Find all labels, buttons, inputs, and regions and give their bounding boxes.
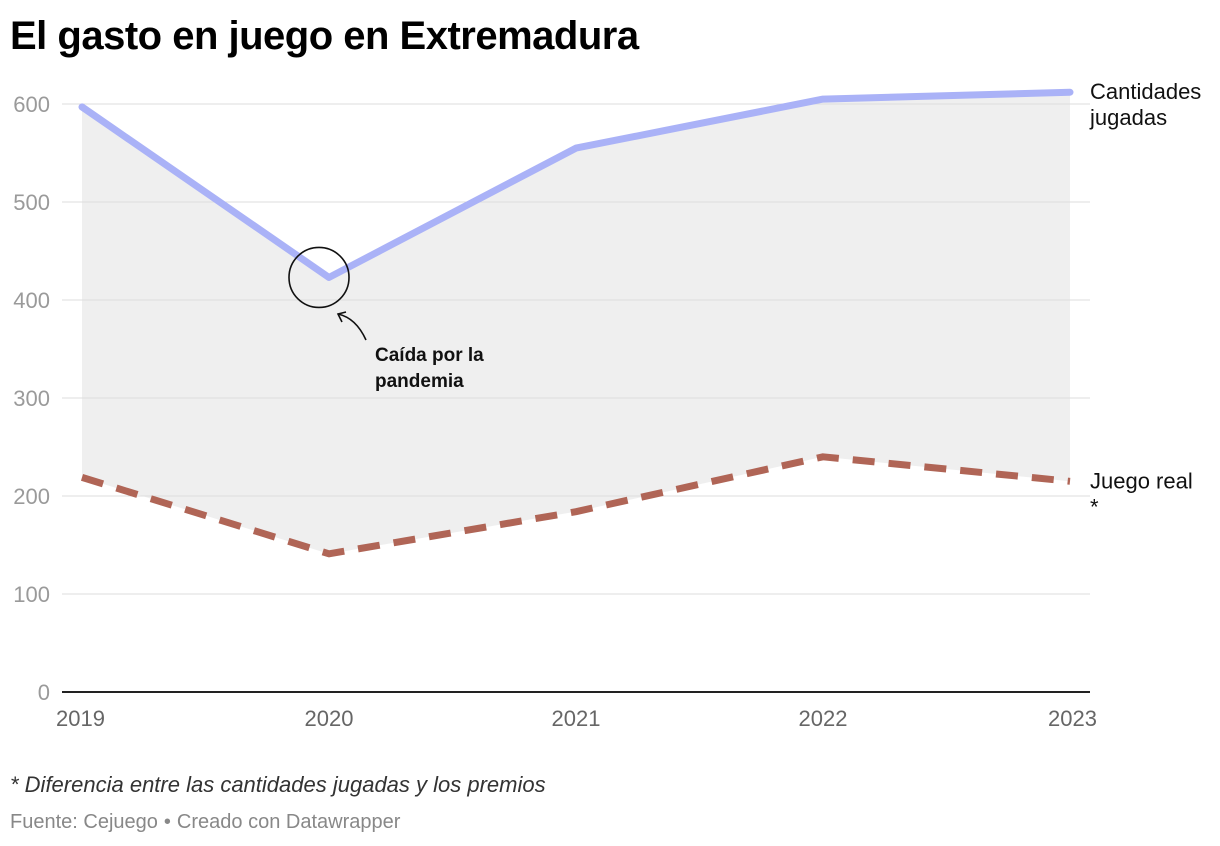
annotation-circle bbox=[288, 246, 350, 309]
source-name: Cejuego bbox=[83, 811, 158, 833]
annotation: Caída por la pandemia bbox=[288, 246, 484, 392]
y-tick-label: 0 bbox=[38, 680, 50, 705]
y-axis-ticks: 0 100 200 300 400 500 600 bbox=[13, 92, 50, 705]
y-tick-label: 300 bbox=[13, 386, 50, 411]
chart-title: El gasto en juego en Extremadura bbox=[10, 14, 639, 58]
annotation-arrow bbox=[337, 313, 367, 341]
x-tick-label: 2021 bbox=[552, 706, 601, 731]
difference-area bbox=[82, 92, 1070, 554]
x-tick-label: 2020 bbox=[305, 706, 354, 731]
source-separator: • bbox=[163, 811, 171, 833]
y-tick-label: 500 bbox=[13, 190, 50, 215]
x-axis-ticks: 2019 2020 2021 2022 2023 bbox=[56, 706, 1097, 731]
x-tick-label: 2023 bbox=[1048, 706, 1097, 731]
series-label: Cantidades jugadas bbox=[1089, 79, 1201, 130]
annotation-label: Caída por la pandemia bbox=[375, 345, 484, 392]
series-label: Juego real * bbox=[1090, 468, 1193, 519]
y-tick-label: 200 bbox=[13, 484, 50, 509]
credit-text: Creado con Datawrapper bbox=[176, 811, 401, 833]
x-tick-label: 2019 bbox=[56, 706, 105, 731]
annotation-arrowhead bbox=[336, 311, 347, 323]
x-tick-label: 2022 bbox=[799, 706, 848, 731]
source-prefix: Fuente: bbox=[10, 811, 78, 833]
gridlines bbox=[62, 103, 1090, 595]
series-lines bbox=[78, 88, 1074, 558]
y-tick-label: 600 bbox=[13, 92, 50, 117]
series-labels: Cantidades jugadas Juego real * bbox=[1089, 79, 1201, 519]
y-tick-label: 100 bbox=[13, 582, 50, 607]
y-tick-label: 400 bbox=[13, 288, 50, 313]
source-line: Fuente: Cejuego • Creado con Datawrapper bbox=[10, 811, 400, 834]
footnote: * Diferencia entre las cantidades jugada… bbox=[10, 772, 546, 797]
